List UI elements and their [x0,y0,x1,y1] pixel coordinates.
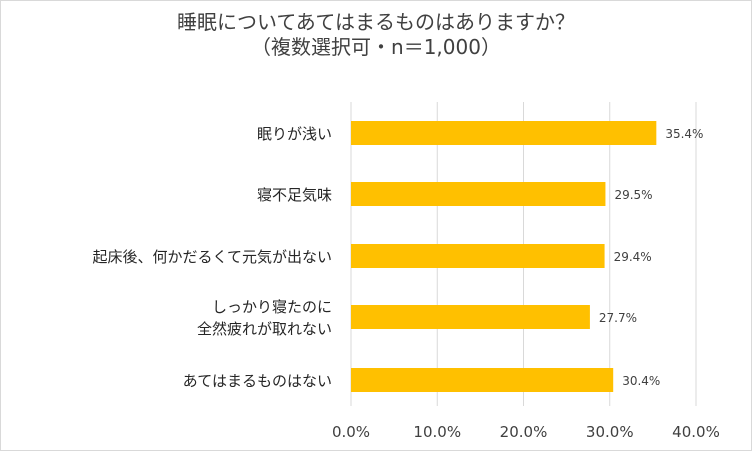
bar-3 [351,305,590,329]
category-label-4-line-0: あてはまるものはない [183,372,332,390]
category-label-4: あてはまるものはない [183,372,332,390]
category-label-0-line-0: 眠りが浅い [257,125,332,143]
value-label-0: 35.4% [665,127,703,141]
bar-2 [351,244,605,268]
bar-0 [351,121,657,145]
category-label-3: しっかり寝たのに全然疲れが取れない [197,298,332,338]
chart-title-line-1: 睡眠についてあてはまるものはありますか？ [177,10,575,34]
category-label-1: 寝不足気味 [257,186,332,204]
value-label-3: 27.7% [599,311,637,325]
category-label-1-line-0: 寝不足気味 [257,186,332,204]
category-label-2-line-0: 起床後、何かだるくて元気が出ない [92,248,332,266]
x-tick-label-0: 0.0% [332,423,370,441]
category-label-3-line-1: 全然疲れが取れない [197,320,332,338]
category-label-3-line-0: しっかり寝たのに [212,298,332,316]
x-tick-label-3: 30.0% [586,423,634,441]
chart-title: 睡眠についてあてはまるものはありますか？ （複数選択可・n＝1,000） [0,10,752,60]
category-label-0: 眠りが浅い [257,125,332,143]
x-tick-label-4: 40.0% [672,423,720,441]
bar-4 [351,368,614,392]
value-label-2: 29.4% [614,250,652,264]
bar-1 [351,182,606,206]
value-label-1: 29.5% [614,188,652,202]
x-tick-label-1: 10.0% [413,423,461,441]
value-label-4: 30.4% [622,374,660,388]
x-tick-label-2: 20.0% [500,423,548,441]
category-label-2: 起床後、何かだるくて元気が出ない [92,248,332,266]
chart-title-line-2: （複数選択可・n＝1,000） [251,35,501,59]
